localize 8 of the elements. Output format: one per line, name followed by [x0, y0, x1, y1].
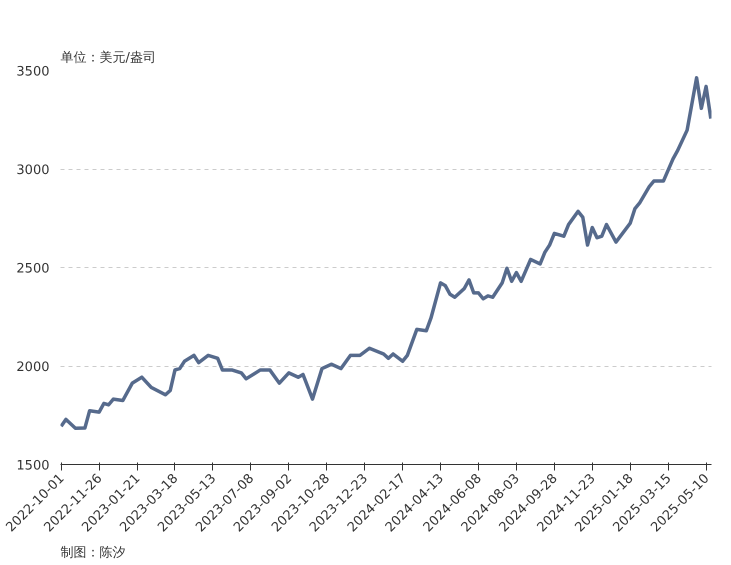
y-tick-label: 2500	[16, 262, 50, 276]
text: 制图：陈汐	[60, 546, 126, 560]
y-tick-label: 1500	[16, 458, 50, 474]
y-tick-label: 2000	[16, 360, 50, 375]
y-tick-label: 3000	[16, 163, 50, 178]
y-tick-label: 3500	[16, 64, 50, 80]
line-series	[60, 76, 712, 430]
y-axis-title: 单位：美元/盎司	[60, 50, 156, 66]
